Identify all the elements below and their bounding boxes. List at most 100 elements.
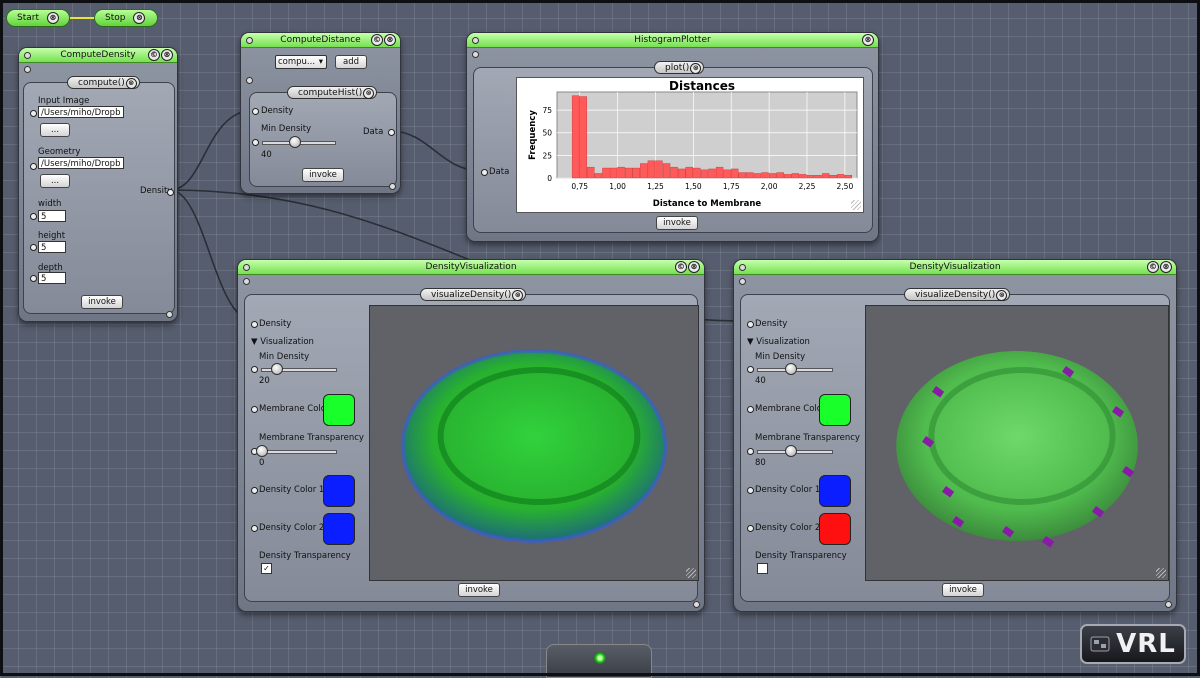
compute-density-titlebar[interactable]: ComputeDensity © ⊗ <box>19 48 177 63</box>
3d-viewport[interactable] <box>865 305 1169 581</box>
output-connector-icon[interactable] <box>1165 601 1172 608</box>
visualize-method-tab[interactable]: visualizeDensity() ⊗ <box>420 288 527 301</box>
membrane-color-swatch[interactable] <box>819 394 851 426</box>
browse-geometry-button[interactable]: ... <box>40 174 70 188</box>
visualize-invoke-button[interactable]: invoke <box>942 583 984 597</box>
width-field[interactable]: 5 <box>38 210 66 222</box>
dropdown-arrow-icon[interactable]: ▾ <box>318 57 323 67</box>
compute-hist-method-tab[interactable]: computeHist() ⊗ <box>287 86 378 99</box>
stop-button[interactable]: Stop ⊗ <box>94 9 158 27</box>
viewport-resize-handle[interactable] <box>1156 568 1166 578</box>
density-transparency-checkbox[interactable] <box>757 563 768 574</box>
membrane-color-connector[interactable] <box>251 406 258 413</box>
density-input-connector[interactable] <box>747 321 754 328</box>
density-color2-connector[interactable] <box>251 525 258 532</box>
input-image-connector[interactable] <box>30 110 37 117</box>
output-connector-icon[interactable] <box>166 311 173 318</box>
density-color1-swatch[interactable] <box>819 475 851 507</box>
histogram-plotter-window[interactable]: HistogramPlotter ⊗ plot() ⊗ Data 0 25 50 75… <box>466 32 879 242</box>
density-visualization-window-1[interactable]: DensityVisualization © ⊗ visualizeDensit… <box>237 259 705 612</box>
viewport-resize-handle[interactable] <box>686 568 696 578</box>
data-output-connector[interactable] <box>388 129 395 136</box>
density-input-connector[interactable] <box>252 108 259 115</box>
min-density-connector[interactable] <box>747 366 754 373</box>
compute-distance-titlebar[interactable]: ComputeDistance © ⊗ <box>241 33 400 48</box>
close-icon[interactable]: ⊗ <box>161 49 173 61</box>
input-connector-icon[interactable] <box>24 66 31 73</box>
method-close-icon[interactable]: ⊗ <box>512 290 524 301</box>
bottom-dock[interactable] <box>546 644 652 678</box>
height-connector[interactable] <box>30 244 37 251</box>
compute-method-tab[interactable]: compute() ⊗ <box>67 76 140 89</box>
min-density-connector[interactable] <box>251 366 258 373</box>
membrane-transparency-slider-knob[interactable] <box>785 445 798 457</box>
window-anchor-icon[interactable] <box>243 264 250 271</box>
method-close-icon[interactable]: ⊗ <box>363 88 375 99</box>
chart-resize-handle[interactable] <box>851 200 861 210</box>
input-connector-icon[interactable] <box>243 278 250 285</box>
stop-close-icon[interactable]: ⊗ <box>133 12 146 24</box>
input-connector-icon[interactable] <box>472 51 479 58</box>
method-close-icon[interactable]: ⊗ <box>690 63 702 74</box>
collapse-icon[interactable]: © <box>148 49 160 61</box>
membrane-transparency-slider[interactable] <box>261 450 337 454</box>
density-color1-swatch[interactable] <box>323 475 355 507</box>
method-select[interactable]: compu... ▾ <box>275 55 327 69</box>
membrane-transparency-slider-knob[interactable] <box>256 445 268 457</box>
window-anchor-icon[interactable] <box>246 37 253 44</box>
density-vis-titlebar[interactable]: DensityVisualization © ⊗ <box>734 260 1176 275</box>
histogram-titlebar[interactable]: HistogramPlotter ⊗ <box>467 33 878 48</box>
density-output-connector[interactable] <box>167 189 174 196</box>
close-icon[interactable]: ⊗ <box>688 261 700 273</box>
width-connector[interactable] <box>30 213 37 220</box>
density-color1-connector[interactable] <box>747 487 754 494</box>
window-anchor-icon[interactable] <box>739 264 746 271</box>
min-density-connector[interactable] <box>252 139 259 146</box>
input-connector-icon[interactable] <box>739 278 746 285</box>
add-button[interactable]: add <box>335 55 367 69</box>
start-close-icon[interactable]: ⊗ <box>47 12 59 24</box>
compute-density-window[interactable]: ComputeDensity © ⊗ compute() ⊗ Input Ima… <box>18 47 178 322</box>
density-color2-swatch[interactable] <box>323 513 355 545</box>
compute-hist-invoke-button[interactable]: invoke <box>302 168 344 182</box>
visualize-method-tab[interactable]: visualizeDensity() ⊗ <box>904 288 1011 301</box>
density-color1-connector[interactable] <box>251 487 258 494</box>
3d-viewport[interactable] <box>369 305 699 581</box>
plot-invoke-button[interactable]: invoke <box>656 216 698 230</box>
method-close-icon[interactable]: ⊗ <box>125 78 137 89</box>
output-connector-icon[interactable] <box>693 601 700 608</box>
histogram-chart[interactable]: 0 25 50 75 0,75 1,00 1,25 1,50 1,75 2,00 2,25 2,50 D… <box>516 77 864 213</box>
membrane-transparency-connector[interactable] <box>747 448 754 455</box>
close-icon[interactable]: ⊗ <box>384 34 396 46</box>
input-image-field[interactable]: /Users/miho/Dropb <box>38 106 124 118</box>
density-vis-titlebar[interactable]: DensityVisualization © ⊗ <box>238 260 704 275</box>
height-field[interactable]: 5 <box>38 241 66 253</box>
collapse-icon[interactable]: © <box>371 34 383 46</box>
window-anchor-icon[interactable] <box>472 37 479 44</box>
min-density-slider-knob[interactable] <box>270 363 283 375</box>
density-color2-swatch[interactable] <box>819 513 851 545</box>
membrane-color-connector[interactable] <box>747 406 754 413</box>
geometry-connector[interactable] <box>30 163 37 170</box>
density-visualization-window-2[interactable]: DensityVisualization © ⊗ visualizeDensit… <box>733 259 1177 612</box>
depth-connector[interactable] <box>30 275 37 282</box>
min-density-slider[interactable] <box>261 368 337 372</box>
plot-method-tab[interactable]: plot() ⊗ <box>654 61 705 74</box>
density-input-connector[interactable] <box>251 321 258 328</box>
window-anchor-icon[interactable] <box>24 52 31 59</box>
membrane-color-swatch[interactable] <box>323 394 355 426</box>
compute-distance-window[interactable]: ComputeDistance © ⊗ compu... ▾ add compu… <box>240 32 401 194</box>
min-density-slider-knob[interactable] <box>289 136 302 148</box>
min-density-slider-knob[interactable] <box>785 363 798 375</box>
browse-image-button[interactable]: ... <box>40 123 70 137</box>
depth-field[interactable]: 5 <box>38 272 66 284</box>
close-icon[interactable]: ⊗ <box>862 34 874 46</box>
visualization-section-toggle[interactable]: ▼ Visualization <box>747 337 810 347</box>
visualize-invoke-button[interactable]: invoke <box>458 583 500 597</box>
density-transparency-checkbox[interactable]: ✓ <box>261 563 272 574</box>
data-input-connector[interactable] <box>481 169 488 176</box>
close-icon[interactable]: ⊗ <box>1160 261 1172 273</box>
input-connector-icon[interactable] <box>246 77 253 84</box>
geometry-field[interactable]: /Users/miho/Dropb <box>38 157 124 169</box>
collapse-icon[interactable]: © <box>1147 261 1159 273</box>
